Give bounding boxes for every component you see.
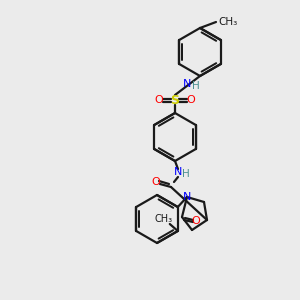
Text: CH₃: CH₃ <box>155 214 173 224</box>
Text: O: O <box>187 95 195 105</box>
Text: O: O <box>192 216 200 226</box>
Text: H: H <box>192 81 200 91</box>
Text: O: O <box>152 177 160 187</box>
Text: H: H <box>182 169 190 179</box>
Text: N: N <box>183 192 191 202</box>
Text: N: N <box>174 167 182 177</box>
Text: S: S <box>170 94 179 106</box>
Text: CH₃: CH₃ <box>218 17 237 27</box>
Text: N: N <box>183 79 192 89</box>
Text: O: O <box>154 95 164 105</box>
